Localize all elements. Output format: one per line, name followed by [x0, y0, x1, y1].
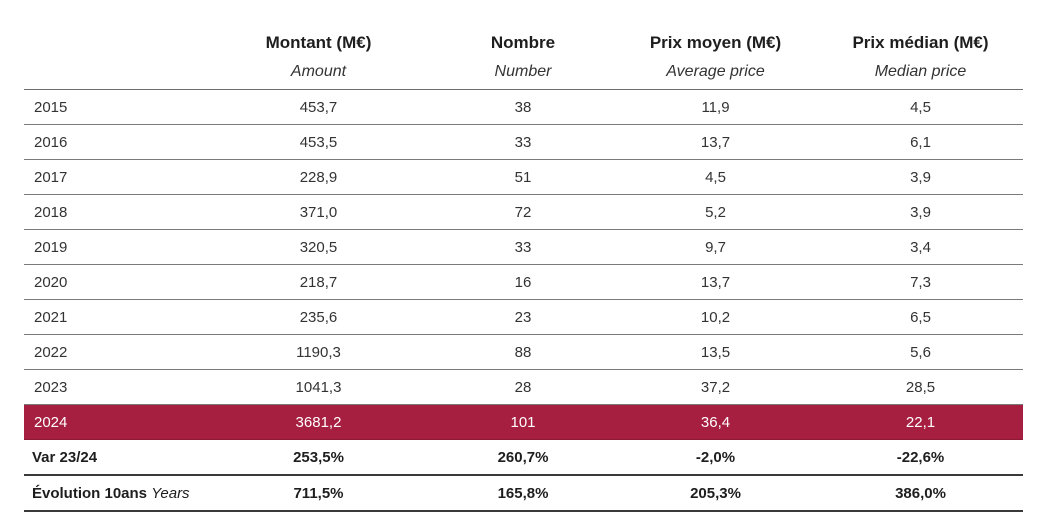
cell-year: 2019 — [24, 229, 204, 265]
cell-average-price: 10,2 — [613, 299, 818, 335]
cell-median-price: 7,3 — [818, 264, 1023, 300]
cell-number: 28 — [433, 369, 613, 405]
header-amount-fr: Montant (M€) — [265, 33, 372, 52]
cell-average-price: 36,4 — [613, 404, 818, 440]
table-row: 2021 235,6 23 10,2 6,5 — [24, 299, 1023, 335]
cell-number: 88 — [433, 334, 613, 370]
header-median-price-en: Median price — [818, 55, 1023, 90]
cell-amount: 320,5 — [204, 229, 433, 265]
cell-year: 2023 — [24, 369, 204, 405]
header-row-french: Montant (M€) Nombre Prix moyen (M€) Prix… — [24, 16, 1023, 55]
cell-median-price: 4,5 — [818, 89, 1023, 125]
cell-average-price: 205,3% — [613, 475, 818, 512]
header-average-price-fr: Prix moyen (M€) — [649, 33, 782, 52]
table-body: 2015 453,7 38 11,9 4,5 2016 453,5 33 13,7 6,1 2017… — [24, 89, 1023, 512]
summary-label-suffix: Years — [151, 484, 190, 502]
header-median-price-fr: Prix médian (M€) — [852, 33, 989, 52]
cell-amount: 235,6 — [204, 299, 433, 335]
summary-label: Var 23/24 — [24, 439, 204, 476]
cell-average-price: 9,7 — [613, 229, 818, 265]
table-row: 2020 218,7 16 13,7 7,3 — [24, 264, 1023, 300]
summary-label: Évolution 10ans Years — [24, 475, 204, 512]
cell-year: 2017 — [24, 159, 204, 195]
cell-median-price: 22,1 — [818, 404, 1023, 440]
cell-average-price: 13,7 — [613, 124, 818, 160]
cell-median-price: 6,5 — [818, 299, 1023, 335]
cell-median-price: -22,6% — [818, 439, 1023, 476]
cell-number: 260,7% — [433, 439, 613, 476]
cell-year: 2022 — [24, 334, 204, 370]
table-row: 2019 320,5 33 9,7 3,4 — [24, 229, 1023, 265]
header-number-fr: Nombre — [490, 33, 556, 52]
cell-number: 38 — [433, 89, 613, 125]
header-blank — [24, 55, 204, 90]
table-row: 2016 453,5 33 13,7 6,1 — [24, 124, 1023, 160]
cell-median-price: 386,0% — [818, 475, 1023, 512]
table-row: 2023 1041,3 28 37,2 28,5 — [24, 369, 1023, 405]
cell-year: 2024 — [24, 404, 204, 440]
cell-median-price: 5,6 — [818, 334, 1023, 370]
cell-number: 33 — [433, 229, 613, 265]
cell-year: 2021 — [24, 299, 204, 335]
table-row-highlighted: 2024 3681,2 101 36,4 22,1 — [24, 404, 1023, 440]
header-blank — [24, 16, 204, 55]
summary-label-text: Évolution 10ans — [32, 484, 148, 502]
cell-number: 51 — [433, 159, 613, 195]
cell-amount: 228,9 — [204, 159, 433, 195]
header-number-en: Number — [433, 55, 613, 90]
cell-average-price: 37,2 — [613, 369, 818, 405]
cell-amount: 1041,3 — [204, 369, 433, 405]
table-row: 2015 453,7 38 11,9 4,5 — [24, 89, 1023, 125]
cell-year: 2018 — [24, 194, 204, 230]
cell-amount: 453,5 — [204, 124, 433, 160]
cell-average-price: 11,9 — [613, 89, 818, 125]
cell-average-price: 4,5 — [613, 159, 818, 195]
cell-number: 72 — [433, 194, 613, 230]
cell-amount: 218,7 — [204, 264, 433, 300]
cell-average-price: 5,2 — [613, 194, 818, 230]
cell-number: 101 — [433, 404, 613, 440]
cell-number: 165,8% — [433, 475, 613, 512]
cell-median-price: 3,4 — [818, 229, 1023, 265]
cell-number: 16 — [433, 264, 613, 300]
cell-amount: 371,0 — [204, 194, 433, 230]
header-average-price-en: Average price — [613, 55, 818, 90]
cell-year: 2020 — [24, 264, 204, 300]
cell-year: 2016 — [24, 124, 204, 160]
cell-average-price: -2,0% — [613, 439, 818, 476]
cell-median-price: 6,1 — [818, 124, 1023, 160]
header-amount-en: Amount — [204, 55, 433, 90]
table-row: 2022 1190,3 88 13,5 5,6 — [24, 334, 1023, 370]
cell-amount: 3681,2 — [204, 404, 433, 440]
cell-number: 33 — [433, 124, 613, 160]
data-table: Montant (M€) Nombre Prix moyen (M€) Prix… — [24, 16, 1023, 512]
header-row-english: Amount Number Average price Median price — [24, 55, 1023, 90]
cell-amount: 253,5% — [204, 439, 433, 476]
cell-year: 2015 — [24, 89, 204, 125]
cell-median-price: 28,5 — [818, 369, 1023, 405]
cell-median-price: 3,9 — [818, 159, 1023, 195]
table-row: 2017 228,9 51 4,5 3,9 — [24, 159, 1023, 195]
cell-median-price: 3,9 — [818, 194, 1023, 230]
cell-average-price: 13,5 — [613, 334, 818, 370]
summary-row: Var 23/24 253,5% 260,7% -2,0% -22,6% — [24, 439, 1023, 476]
summary-label-text: Var 23/24 — [32, 448, 98, 466]
cell-average-price: 13,7 — [613, 264, 818, 300]
table-row: 2018 371,0 72 5,2 3,9 — [24, 194, 1023, 230]
cell-number: 23 — [433, 299, 613, 335]
summary-row: Évolution 10ans Years 711,5% 165,8% 205,3% 3… — [24, 475, 1023, 512]
cell-amount: 1190,3 — [204, 334, 433, 370]
cell-amount: 711,5% — [204, 475, 433, 512]
cell-amount: 453,7 — [204, 89, 433, 125]
